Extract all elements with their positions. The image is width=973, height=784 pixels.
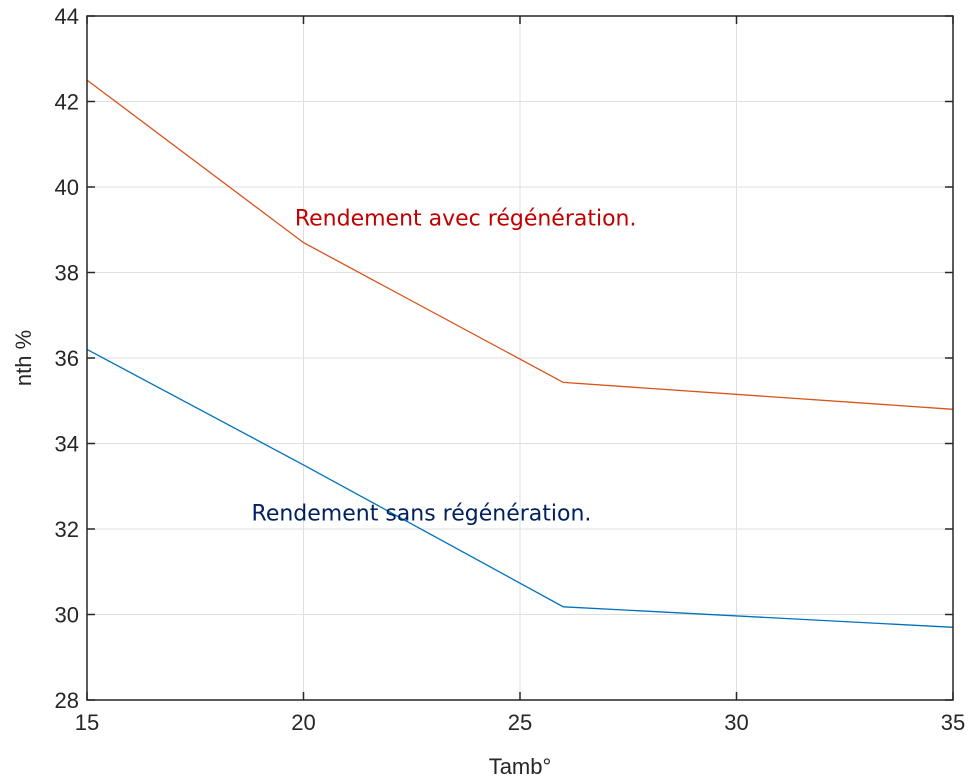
- x-tick-labels: 15 20 25 30 35: [75, 710, 965, 735]
- x-tick-label: 35: [941, 710, 965, 735]
- y-tick-labels: 28 30 32 34 36 38 40 42 44: [55, 4, 79, 713]
- annotations: Rendement avec régénération. Rendement sa…: [252, 206, 637, 526]
- series-line-2: [86, 348, 954, 628]
- y-tick-label: 40: [55, 175, 79, 200]
- y-tick-label: 28: [55, 688, 79, 713]
- annotation-label-2: Rendement sans régénération.: [252, 501, 592, 526]
- y-tick-label: 32: [55, 517, 79, 542]
- y-tick-label: 42: [55, 90, 79, 115]
- y-tick-label: 44: [55, 4, 79, 29]
- y-tick-label: 30: [55, 603, 79, 628]
- series-line-1: [86, 79, 954, 410]
- x-tick-label: 20: [291, 710, 315, 735]
- y-tick-label: 36: [55, 346, 79, 371]
- series-group: [86, 79, 954, 628]
- x-axis-label: Tamb°: [489, 754, 552, 779]
- x-tick-label: 15: [75, 710, 99, 735]
- y-axis-label: nth %: [11, 330, 36, 386]
- grid: [87, 16, 953, 700]
- y-tick-label: 38: [55, 261, 79, 286]
- x-tick-label: 25: [508, 710, 532, 735]
- x-tick-label: 30: [724, 710, 748, 735]
- annotation-label-1: Rendement avec régénération.: [295, 206, 637, 231]
- y-tick-label: 34: [55, 432, 79, 457]
- tick-marks: [86, 15, 954, 701]
